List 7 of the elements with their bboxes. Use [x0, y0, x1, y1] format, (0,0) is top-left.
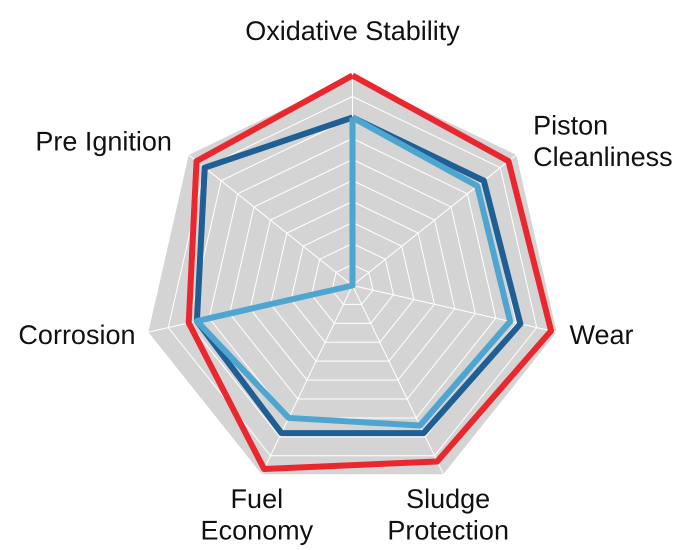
spoke-label: Oxidative Stability — [245, 16, 460, 46]
spoke-label: Fuel Economy — [200, 484, 314, 546]
spoke-label: Sludge Protection — [387, 484, 509, 546]
spoke-label: Piston Cleanliness — [533, 110, 673, 172]
spoke-label: Pre Ignition — [35, 126, 172, 156]
spoke-label: Corrosion — [18, 320, 136, 350]
spoke-label: Wear — [570, 320, 634, 350]
